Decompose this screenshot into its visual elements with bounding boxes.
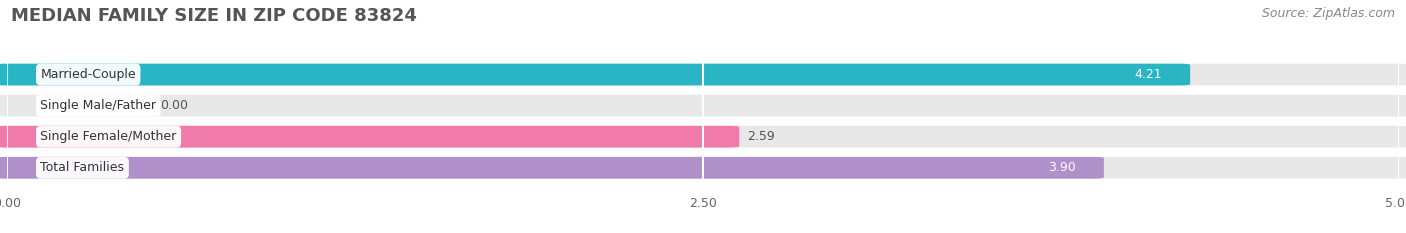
Text: Single Male/Father: Single Male/Father [41, 99, 156, 112]
Text: Total Families: Total Families [41, 161, 125, 174]
FancyBboxPatch shape [0, 126, 1406, 147]
Text: MEDIAN FAMILY SIZE IN ZIP CODE 83824: MEDIAN FAMILY SIZE IN ZIP CODE 83824 [11, 7, 418, 25]
Text: 2.59: 2.59 [748, 130, 775, 143]
Text: 3.90: 3.90 [1049, 161, 1076, 174]
Text: Source: ZipAtlas.com: Source: ZipAtlas.com [1261, 7, 1395, 20]
FancyBboxPatch shape [0, 126, 740, 147]
FancyBboxPatch shape [0, 64, 1191, 86]
Text: Single Female/Mother: Single Female/Mother [41, 130, 177, 143]
FancyBboxPatch shape [0, 95, 1406, 116]
Text: Married-Couple: Married-Couple [41, 68, 136, 81]
FancyBboxPatch shape [0, 157, 1406, 179]
Text: 0.00: 0.00 [160, 99, 188, 112]
FancyBboxPatch shape [0, 157, 1104, 179]
FancyBboxPatch shape [0, 64, 1406, 86]
Text: 4.21: 4.21 [1135, 68, 1163, 81]
